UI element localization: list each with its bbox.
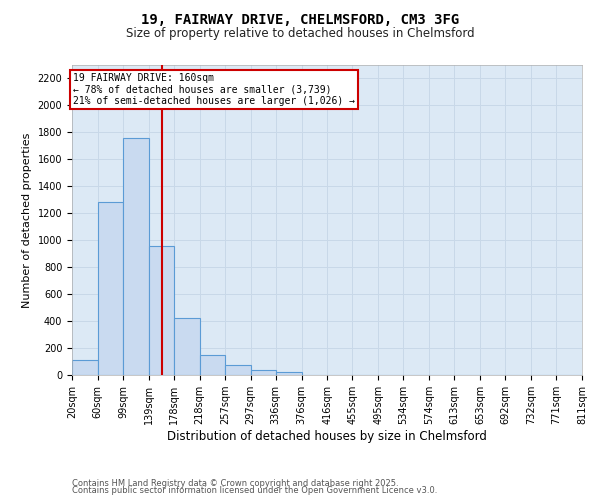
Bar	[225, 365, 251, 375]
Bar	[251, 370, 276, 375]
Y-axis label: Number of detached properties: Number of detached properties	[22, 132, 32, 308]
Bar	[98, 202, 123, 375]
Bar	[174, 318, 200, 375]
X-axis label: Distribution of detached houses by size in Chelmsford: Distribution of detached houses by size …	[167, 430, 487, 443]
Text: Size of property relative to detached houses in Chelmsford: Size of property relative to detached ho…	[125, 28, 475, 40]
Bar	[123, 138, 149, 375]
Text: Contains HM Land Registry data © Crown copyright and database right 2025.: Contains HM Land Registry data © Crown c…	[72, 478, 398, 488]
Bar	[72, 360, 98, 375]
Bar	[149, 246, 174, 375]
Text: 19, FAIRWAY DRIVE, CHELMSFORD, CM3 3FG: 19, FAIRWAY DRIVE, CHELMSFORD, CM3 3FG	[141, 12, 459, 26]
Text: 19 FAIRWAY DRIVE: 160sqm
← 78% of detached houses are smaller (3,739)
21% of sem: 19 FAIRWAY DRIVE: 160sqm ← 78% of detach…	[73, 73, 355, 106]
Bar	[200, 355, 225, 375]
Text: Contains public sector information licensed under the Open Government Licence v3: Contains public sector information licen…	[72, 486, 437, 495]
Bar	[276, 372, 302, 375]
